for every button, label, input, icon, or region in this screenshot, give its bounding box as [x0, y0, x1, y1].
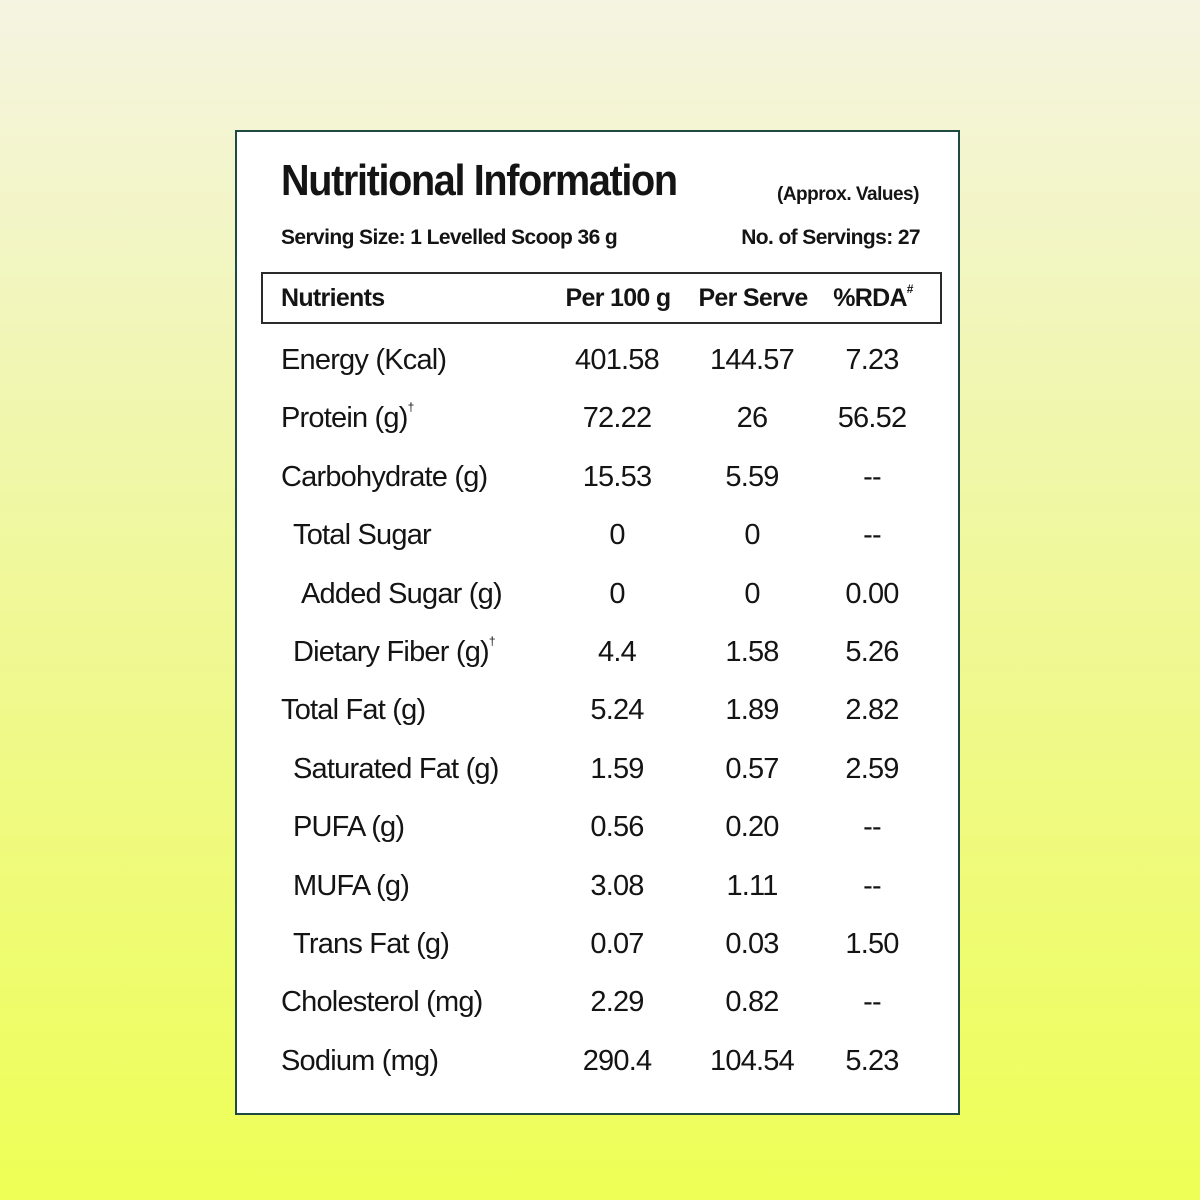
nutrient-name-text: MUFA (g) — [293, 869, 410, 902]
nutrient-name-text: PUFA (g) — [293, 811, 405, 844]
table-row: MUFA (g) 3.08 1.11 -- — [237, 856, 958, 914]
table-row: Dietary Fiber (g)† 4.4 1.58 5.26 — [237, 622, 958, 680]
value-per-serve: 0 — [744, 577, 760, 610]
table-row: Cholesterol (mg) 2.29 0.82 -- — [237, 972, 958, 1030]
value-rda: 5.23 — [845, 1044, 899, 1077]
nutrient-name: Carbohydrate (g) — [281, 460, 488, 494]
value-per-serve: 0.03 — [725, 927, 779, 960]
table-row: Total Sugar 0 0 -- — [237, 505, 958, 563]
nutrient-name-text: Dietary Fiber (g) — [293, 635, 490, 668]
nutrient-name: Sodium (mg) — [281, 1044, 439, 1078]
value-rda: -- — [863, 519, 882, 552]
table-row: PUFA (g) 0.56 0.20 -- — [237, 797, 958, 855]
value-rda: -- — [863, 460, 882, 493]
value-per-100g: 290.4 — [582, 1044, 652, 1077]
table-row: Trans Fat (g) 0.07 0.03 1.50 — [237, 914, 958, 972]
header-rda-label: %RDA — [833, 284, 907, 312]
value-per-serve: 104.54 — [710, 1044, 795, 1077]
value-rda: -- — [863, 986, 882, 1019]
value-per-100g: 5.24 — [590, 694, 644, 727]
footnote-mark: † — [488, 633, 496, 648]
value-rda: 2.59 — [845, 752, 899, 785]
value-per-100g: 0 — [609, 519, 625, 552]
nutrient-name: Total Sugar — [293, 519, 432, 552]
nutrient-name: MUFA (g) — [293, 869, 410, 903]
table-row: Total Fat (g) 5.24 1.89 2.82 — [237, 680, 958, 738]
table-row: Protein (g)† 72.22 26 56.52 — [237, 388, 958, 446]
value-per-100g: 15.53 — [582, 460, 652, 493]
value-rda: 5.26 — [845, 635, 899, 668]
footnote-mark: † — [407, 400, 415, 415]
value-rda: 7.23 — [845, 344, 899, 376]
nutrient-name: Protein (g)† — [281, 400, 415, 435]
value-per-serve: 144.57 — [710, 344, 795, 376]
nutrient-name-text: Cholesterol (mg) — [281, 986, 483, 1019]
value-per-serve: 1.89 — [725, 694, 779, 727]
nutrient-name: Energy (Kcal) — [281, 344, 447, 377]
nutrient-name: Saturated Fat (g) — [293, 753, 499, 786]
nutrient-name-text: Total Fat (g) — [281, 694, 426, 727]
table-row: Saturated Fat (g) 1.59 0.57 2.59 — [237, 739, 958, 797]
value-rda: 56.52 — [837, 402, 907, 435]
value-per-serve: 0.82 — [725, 986, 779, 1019]
serving-size: Serving Size: 1 Levelled Scoop 36 g — [281, 226, 618, 249]
nutrient-name-text: Total Sugar — [293, 519, 432, 552]
nutrient-name-text: Energy (Kcal) — [281, 344, 447, 376]
number-of-servings: No. of Servings: 27 — [741, 226, 920, 249]
nutrition-panel: Nutritional Information (Approx. Values)… — [235, 130, 960, 1115]
nutrient-name-text: Added Sugar (g) — [301, 577, 503, 610]
header-per-serve: Per Serve — [698, 284, 808, 312]
value-per-100g: 0.07 — [590, 927, 644, 960]
table-row: Sodium (mg) 290.4 104.54 5.23 — [237, 1031, 958, 1089]
nutrient-name: Dietary Fiber (g)† — [293, 633, 496, 669]
page-title: Nutritional Information — [281, 156, 678, 205]
table-row: Energy (Kcal) 401.58 144.57 7.23 — [237, 330, 958, 388]
nutrient-table-body: Energy (Kcal) 401.58 144.57 7.23 Protein (g)… — [237, 330, 958, 1089]
value-per-100g: 1.59 — [590, 752, 644, 785]
header-rda: %RDA# — [823, 282, 923, 313]
nutrient-name: PUFA (g) — [293, 811, 405, 844]
nutrient-name: Trans Fat (g) — [293, 927, 450, 961]
value-rda: -- — [863, 811, 882, 844]
nutrient-name-text: Sodium (mg) — [281, 1044, 439, 1077]
nutrient-name-text: Trans Fat (g) — [293, 927, 450, 960]
value-per-100g: 0.56 — [590, 811, 644, 844]
value-rda: 1.50 — [845, 927, 899, 960]
rda-footnote-mark: # — [906, 282, 914, 296]
value-rda: -- — [863, 869, 882, 902]
header-per-100g: Per 100 g — [565, 284, 672, 312]
nutrient-name-text: Protein (g) — [281, 402, 408, 435]
approx-values-note: (Approx. Values) — [777, 184, 919, 205]
nutrient-name: Total Fat (g) — [281, 694, 426, 727]
table-header: Nutrients Per 100 g Per Serve %RDA# — [261, 272, 942, 324]
header-nutrients: Nutrients — [281, 284, 385, 312]
table-row: Added Sugar (g) 0 0 0.00 — [237, 564, 958, 622]
value-per-serve: 0.57 — [725, 752, 779, 785]
value-per-100g: 72.22 — [582, 402, 652, 435]
value-rda: 2.82 — [845, 694, 899, 727]
value-per-100g: 401.58 — [575, 344, 660, 376]
value-rda: 0.00 — [845, 577, 899, 610]
value-per-100g: 4.4 — [598, 635, 637, 668]
value-per-serve: 26 — [736, 402, 768, 435]
table-row: Carbohydrate (g) 15.53 5.59 -- — [237, 447, 958, 505]
nutrient-name: Cholesterol (mg) — [281, 986, 483, 1019]
nutrient-name-text: Saturated Fat (g) — [293, 752, 499, 785]
nutrient-name: Added Sugar (g) — [301, 577, 503, 611]
value-per-serve: 1.58 — [725, 635, 779, 668]
title-row: Nutritional Information — [281, 156, 721, 206]
value-per-100g: 0 — [609, 577, 625, 610]
value-per-serve: 0 — [744, 519, 760, 552]
nutrient-name-text: Carbohydrate (g) — [281, 460, 488, 493]
value-per-serve: 0.20 — [725, 811, 779, 844]
value-per-serve: 1.11 — [726, 869, 778, 902]
value-per-serve: 5.59 — [725, 460, 779, 493]
value-per-100g: 3.08 — [590, 869, 644, 902]
value-per-100g: 2.29 — [590, 986, 644, 1019]
